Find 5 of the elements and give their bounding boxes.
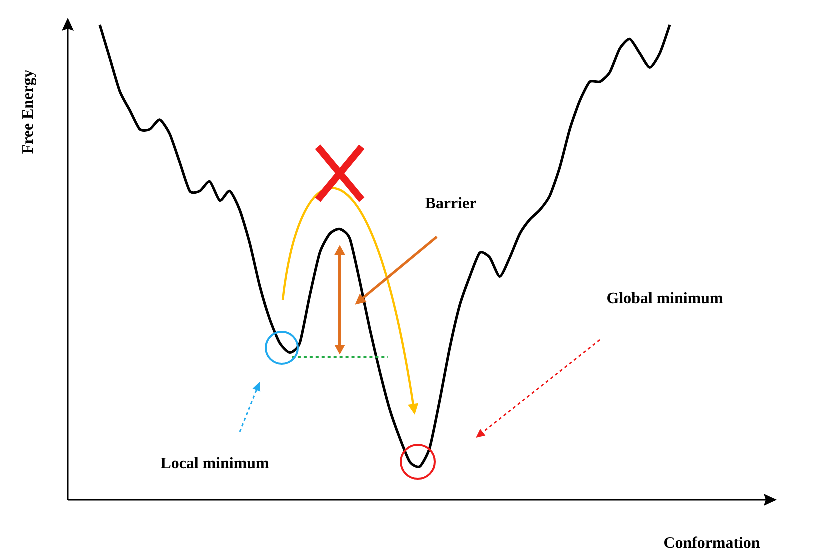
- annotation: Global minimum: [608, 292, 723, 304]
- x-axis-title: Conformation: [664, 536, 760, 548]
- y-axis-title: Free Energy: [22, 70, 37, 154]
- annotation: Barrier: [426, 197, 476, 209]
- annotation: Local minimum: [161, 457, 269, 469]
